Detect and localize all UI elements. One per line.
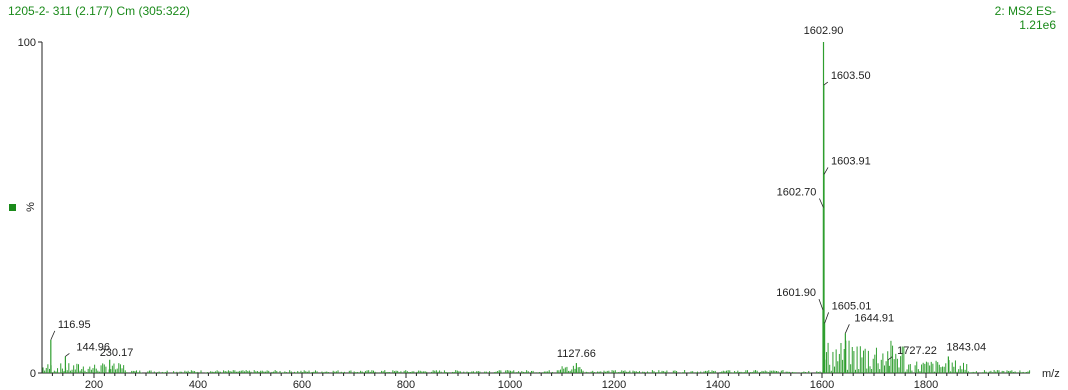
peak-label: 1603.50 [831,70,871,82]
spectrum-header-mode: 2: MS2 ES- [994,4,1056,18]
spectrum-header-left: 1205-2- 311 (2.177) Cm (305:322) [8,4,190,18]
x-tick-label: 1800 [914,379,938,390]
x-tick-label: 400 [189,379,207,390]
peak-label-leader [887,356,893,361]
peak-label-leader [818,298,824,311]
peak-label: 1644.91 [854,312,894,324]
peak-label-leader [823,167,829,175]
peak-label: 1127.66 [557,348,596,360]
y-tick-label: 0 [30,368,36,380]
peak-label: 144.96 [76,341,110,353]
x-tick-label: 800 [397,379,415,390]
spectrum-header-intensity: 1.21e6 [1019,18,1056,32]
peak-label: 1601.90 [776,287,816,299]
peak-label-leader [65,353,70,357]
peak-label: 116.95 [58,319,91,331]
x-tick-label: 1600 [810,379,834,390]
x-axis-label: m/z [1042,368,1060,380]
peak-label-leader [824,312,829,324]
peak-label: 1603.91 [831,155,871,167]
x-tick-label: 1000 [498,379,522,390]
peak-label-leader [823,81,829,86]
peak-label-leader [50,330,56,341]
peak-label: 1843.04 [946,341,986,353]
peak-label: 1727.22 [897,345,937,357]
peak-label: 1602.70 [777,187,817,199]
x-tick-label: 1400 [706,379,730,390]
peak-label: 230.17 [100,347,134,359]
peak-label: 1605.01 [832,300,872,312]
peak-label: 1602.90 [804,25,844,37]
x-tick-label: 1200 [602,379,626,390]
peak-label-leader [844,324,850,334]
y-tick-label: 100 [18,37,36,49]
x-tick-label: 600 [293,379,311,390]
peak-label-leader [819,198,824,208]
x-tick-label: 200 [85,379,103,390]
trace-color-marker [9,204,16,211]
